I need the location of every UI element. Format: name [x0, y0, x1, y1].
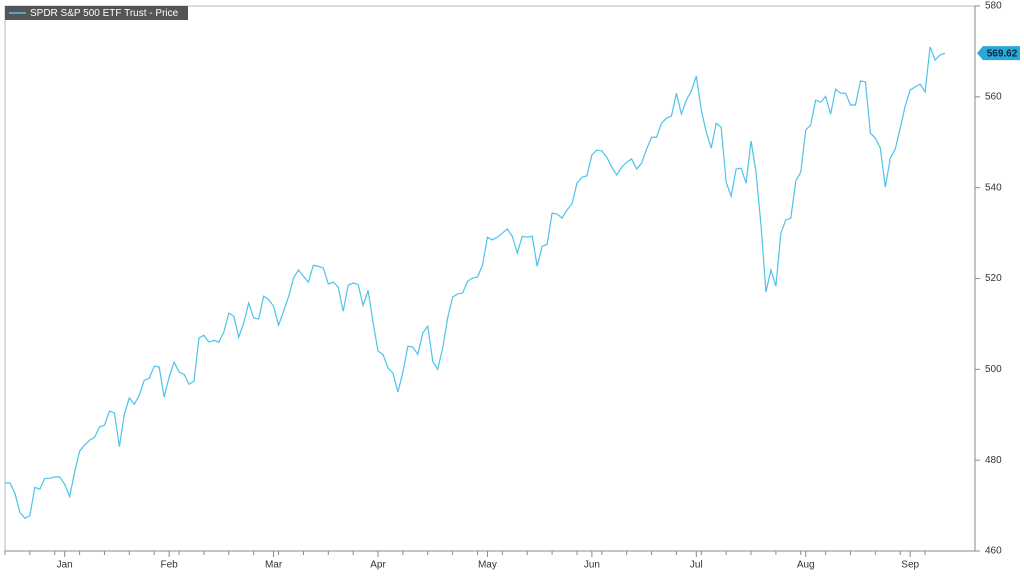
- x-tick-label: Feb: [161, 560, 179, 571]
- last-price-label: 569.62: [987, 48, 1018, 59]
- legend: SPDR S&P 500 ETF Trust - Price: [5, 6, 188, 20]
- x-tick-label: Apr: [370, 560, 386, 571]
- legend-label: SPDR S&P 500 ETF Trust - Price: [30, 8, 179, 19]
- x-tick-label: Jan: [57, 560, 73, 571]
- legend-box: [5, 6, 188, 20]
- plot-frame: [4, 5, 976, 552]
- x-tick-label: Jul: [690, 560, 703, 571]
- y-tick-label: 580: [985, 1, 1002, 12]
- y-tick-label: 560: [985, 91, 1002, 102]
- price-line: [5, 46, 946, 520]
- x-tick-label: May: [478, 560, 497, 571]
- y-tick-label: 540: [985, 182, 1002, 193]
- last-price-tag: [977, 46, 1020, 61]
- y-tick-label: 520: [985, 273, 1002, 284]
- y-tick-label: 500: [985, 364, 1002, 375]
- x-tick-label: Sep: [901, 560, 919, 571]
- y-tick-label: 480: [985, 455, 1002, 466]
- x-tick-label: Jun: [584, 560, 600, 571]
- x-tick-label: Aug: [797, 560, 815, 571]
- x-tick-label: Mar: [265, 560, 283, 571]
- y-tick-label: 460: [985, 546, 1002, 557]
